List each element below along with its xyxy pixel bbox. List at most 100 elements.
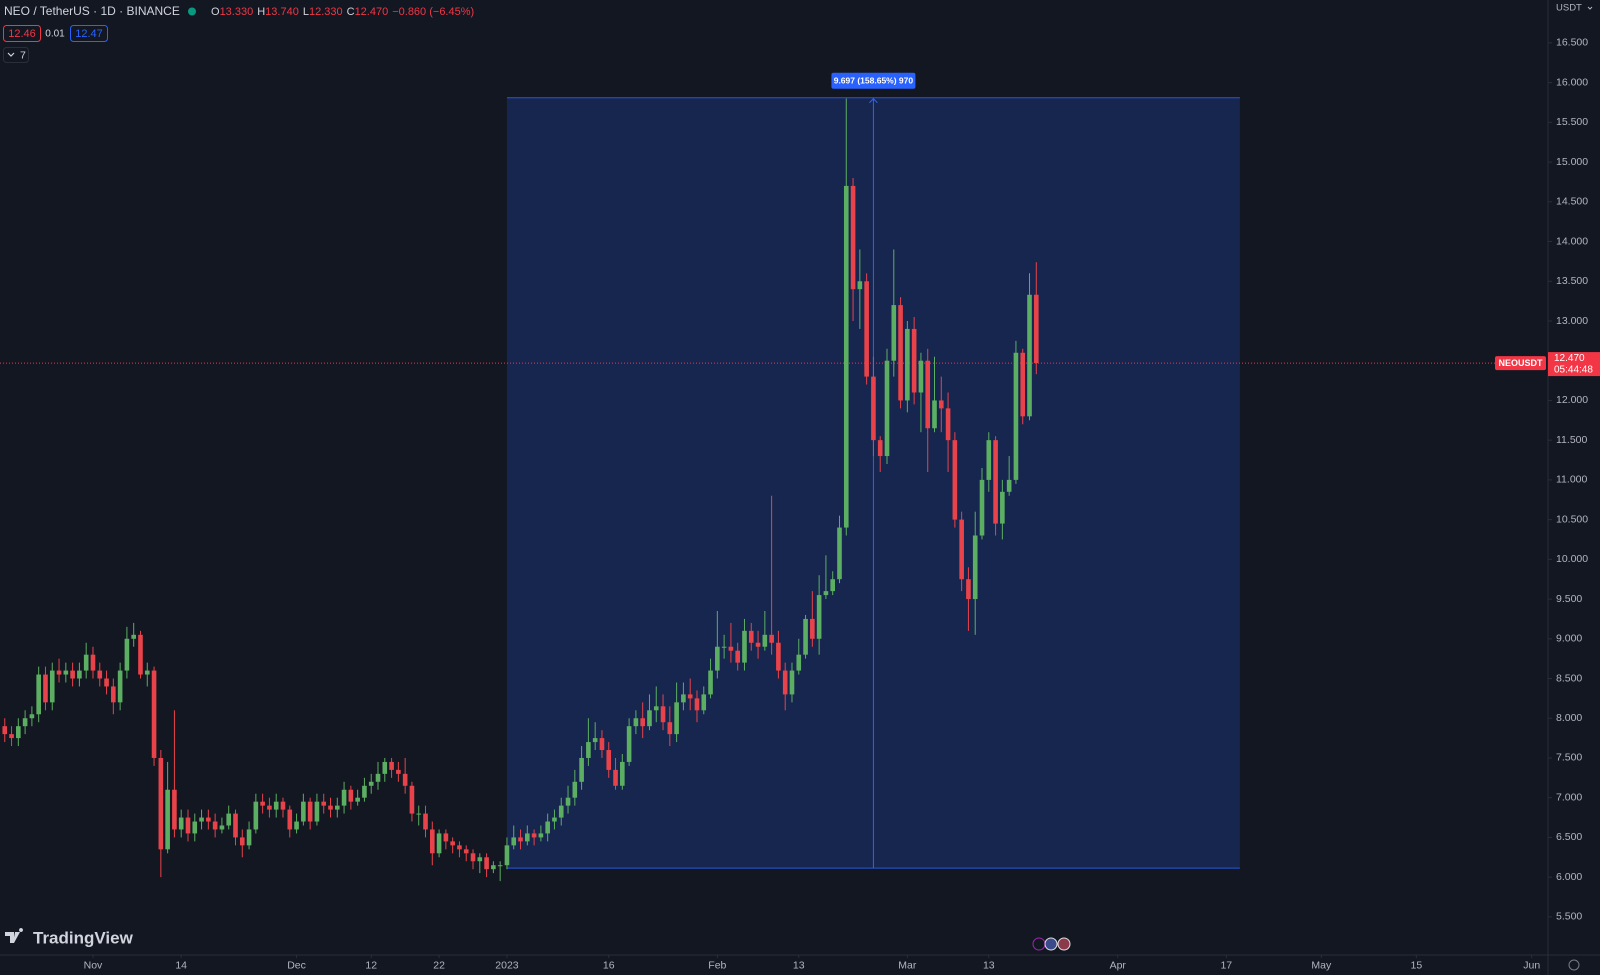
candle-body (111, 686, 116, 703)
candle-body (90, 654, 96, 671)
candle-body (273, 801, 279, 810)
candle-body (728, 646, 734, 651)
candle-body (979, 479, 985, 536)
last-price-box (1548, 352, 1600, 377)
candle-body (9, 734, 14, 739)
candle-body (423, 813, 428, 830)
candle-body (436, 833, 442, 854)
event-icon[interactable] (1044, 937, 1058, 951)
candle-body (667, 722, 673, 735)
brand-logo[interactable]: TradingView (5, 928, 134, 947)
candle-body (843, 185, 849, 528)
events[interactable] (1032, 937, 1071, 951)
symbol-title[interactable]: NEO / TetherUS · 1D · BINANCE (4, 4, 180, 18)
candle-body (334, 805, 340, 810)
y-tick-label: 10.500 (1556, 513, 1588, 525)
candle-body (307, 801, 313, 822)
candle-body (884, 360, 890, 457)
candle-body (151, 670, 157, 758)
ohlc-value: 13.330 (220, 6, 254, 18)
candle-body (715, 646, 720, 671)
candle-body (382, 761, 388, 774)
bid-box[interactable] (3, 25, 41, 42)
candle-body (816, 595, 822, 639)
candle-body (782, 670, 788, 695)
ask-price[interactable]: 12.47 (75, 28, 103, 40)
y-tick-label: 15.000 (1556, 156, 1588, 168)
y-tick-label: 13.000 (1556, 315, 1588, 327)
candle-body (938, 400, 944, 409)
x-tick-label: 16 (603, 959, 615, 971)
candle-body (239, 837, 245, 846)
candle-body (1006, 479, 1012, 492)
candle-body (70, 670, 75, 679)
candle-body (301, 801, 306, 822)
y-tick-label: 12.000 (1556, 394, 1588, 406)
change: −0.860 (−6.45%) (392, 6, 474, 18)
candle-body (1020, 352, 1026, 417)
candle-body (620, 761, 625, 786)
candle-body (776, 642, 781, 671)
candle-body (572, 781, 578, 798)
market-status[interactable] (188, 7, 196, 16)
event-icon[interactable] (1057, 937, 1071, 951)
candle-body (525, 833, 530, 842)
candle-body (497, 865, 503, 867)
indicators-count[interactable]: 7 (20, 49, 26, 61)
y-tick-label: 14.000 (1556, 235, 1588, 247)
candle-body (810, 618, 815, 639)
candle-body (966, 579, 971, 600)
bid-price[interactable]: 12.46 (8, 28, 36, 40)
candle-body (755, 642, 761, 647)
candle-body (83, 654, 89, 671)
candle-body (606, 750, 612, 770)
candle-body (185, 817, 191, 834)
candle-body (389, 761, 394, 770)
x-tick-label: 12 (365, 959, 377, 971)
y-tick-label: 11.500 (1556, 434, 1587, 446)
candle-body (321, 801, 327, 806)
candle-body (871, 376, 876, 441)
candle-body (470, 853, 476, 862)
candle-body (1027, 294, 1032, 417)
measure-label: 9.697 (158.65%) 970 (834, 75, 914, 85)
candle-body (538, 833, 544, 838)
candle-body (952, 440, 958, 520)
countdown: 05:44:48 (1554, 365, 1593, 376)
candle-body (592, 738, 598, 743)
candle-body (22, 718, 28, 727)
candle-body (789, 670, 795, 695)
event-icon[interactable] (1032, 937, 1046, 951)
candle-body (518, 837, 523, 842)
ohlc-label: L (303, 6, 309, 18)
candle-body (918, 360, 924, 393)
candle-body (626, 726, 632, 762)
candle-body (56, 670, 62, 675)
candle-body (748, 630, 754, 643)
candle-body (138, 634, 143, 675)
indicators-toggle[interactable] (3, 47, 29, 63)
candle-body (29, 714, 35, 719)
candle-body (877, 440, 883, 457)
candle-body (49, 670, 55, 703)
candle-body (959, 519, 964, 580)
spread: 0.01 (45, 29, 65, 40)
x-tick-label: 17 (1220, 959, 1232, 971)
x-tick-label: Nov (84, 959, 103, 971)
settings-icon[interactable] (1568, 959, 1580, 971)
candle-body (1033, 294, 1039, 364)
candle-body (796, 654, 802, 671)
candle-body (694, 698, 700, 711)
x-tick-label: 13 (793, 959, 805, 971)
price-axis (1548, 0, 1600, 975)
candle-body (857, 281, 863, 290)
currency-selector[interactable]: USDT (1556, 3, 1582, 14)
candle-body (558, 805, 564, 818)
chevron-icon (1587, 6, 1593, 10)
ask-box[interactable] (70, 25, 108, 42)
candle-body (178, 817, 184, 830)
ohlc-legend: O13.330 H13.740 L12.330 C12.470 −0.860 (−6.4… (211, 6, 474, 18)
